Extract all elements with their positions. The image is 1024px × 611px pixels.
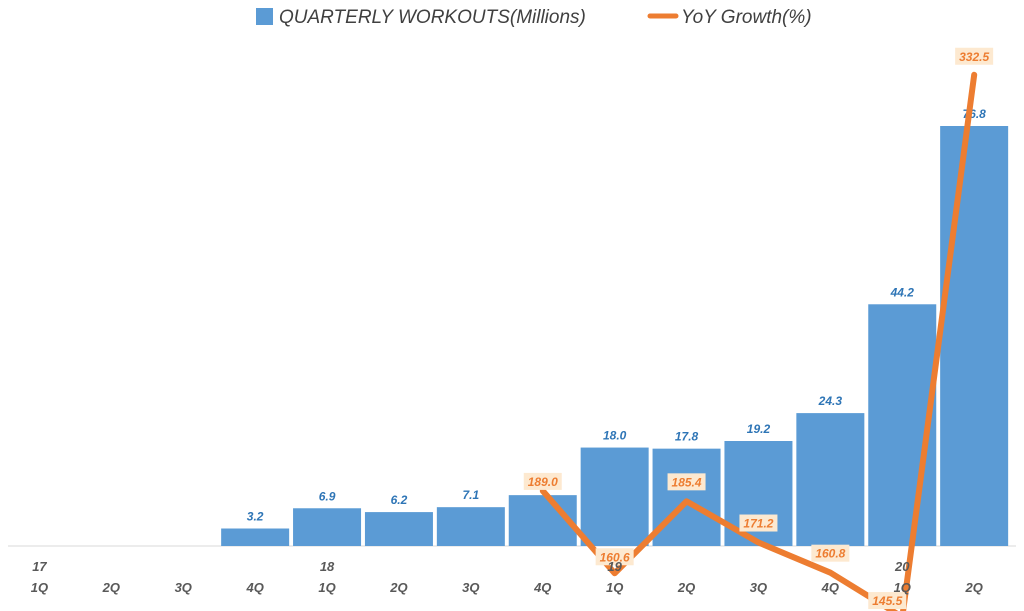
x-tick-quarter: 4Q [533, 580, 551, 595]
bar [436, 507, 505, 546]
legend-label-growth: YoY Growth(%) [681, 7, 812, 28]
growth-value-label: 185.4 [672, 475, 702, 489]
x-tick-quarter: 3Q [750, 580, 767, 595]
x-tick-quarter: 1Q [606, 580, 623, 595]
x-tick-year: 20 [894, 559, 910, 574]
growth-label-background [667, 473, 706, 491]
line-series [539, 71, 978, 611]
x-tick-quarter: 4Q [245, 580, 263, 595]
bar [364, 512, 433, 546]
x-tick-year: 19 [607, 559, 622, 574]
x-tick-quarter: 2Q [389, 580, 407, 595]
bar-value-label: 7.1 [463, 488, 480, 502]
bar-value-label: 24.3 [818, 394, 843, 408]
x-tick-quarter: 1Q [31, 580, 48, 595]
growth-value-label: 189.0 [528, 475, 558, 489]
growth-label-background [955, 47, 994, 65]
legend-swatch-workouts [256, 8, 273, 25]
bar [221, 528, 290, 546]
bar-value-label: 18.0 [603, 429, 627, 443]
x-tick-quarter: 2Q [677, 580, 695, 595]
growth-label-background [523, 472, 562, 490]
x-tick-year: 18 [320, 559, 335, 574]
legend-label-workouts: QUARTERLY WORKOUTS(Millions) [279, 7, 586, 28]
bar-value-label: 6.2 [391, 493, 408, 507]
bar [652, 448, 721, 546]
bar-value-label: 3.2 [247, 510, 264, 524]
bar-value-label: 6.9 [319, 489, 336, 503]
x-tick-quarter: 2Q [102, 580, 120, 595]
growth-label-background [595, 548, 634, 566]
bar [580, 447, 649, 546]
bar [940, 126, 1009, 546]
line-labels: 189.0 160.6 185.4 171.2 160.8 145.5 332.5 [523, 47, 994, 610]
x-tick-quarter: 1Q [318, 580, 335, 595]
x-axis-ticks: 1Q 17 2Q 3Q 4Q 1Q 18 2Q 3Q 4Q 1Q 19 2Q 3Q 4Q 1Q 20 2Q [31, 559, 983, 595]
bar-value-label: 17.8 [675, 430, 699, 444]
growth-value-label: 160.8 [815, 547, 845, 561]
growth-value-label: 332.5 [959, 50, 989, 64]
bar [796, 413, 865, 546]
bar-value-label: 19.2 [747, 422, 771, 436]
x-tick-quarter: 3Q [175, 580, 192, 595]
growth-line [539, 71, 978, 611]
x-tick-quarter: 2Q [964, 580, 982, 595]
growth-label-background [739, 514, 778, 532]
bar [293, 508, 362, 546]
growth-label-background [868, 592, 907, 610]
x-tick-quarter: 4Q [821, 580, 839, 595]
growth-value-label: 160.6 [600, 550, 630, 564]
bar-series [221, 126, 1009, 546]
x-tick-quarter: 3Q [462, 580, 479, 595]
growth-value-label: 145.5 [872, 594, 902, 608]
bar-value-label: 44.2 [890, 285, 915, 299]
x-tick-quarter: 1Q [894, 580, 911, 595]
growth-value-label: 171.2 [743, 517, 773, 531]
growth-label-background [811, 544, 850, 562]
legend: QUARTERLY WORKOUTS(Millions) YoY Growth(… [256, 7, 812, 28]
x-tick-year: 17 [32, 559, 47, 574]
